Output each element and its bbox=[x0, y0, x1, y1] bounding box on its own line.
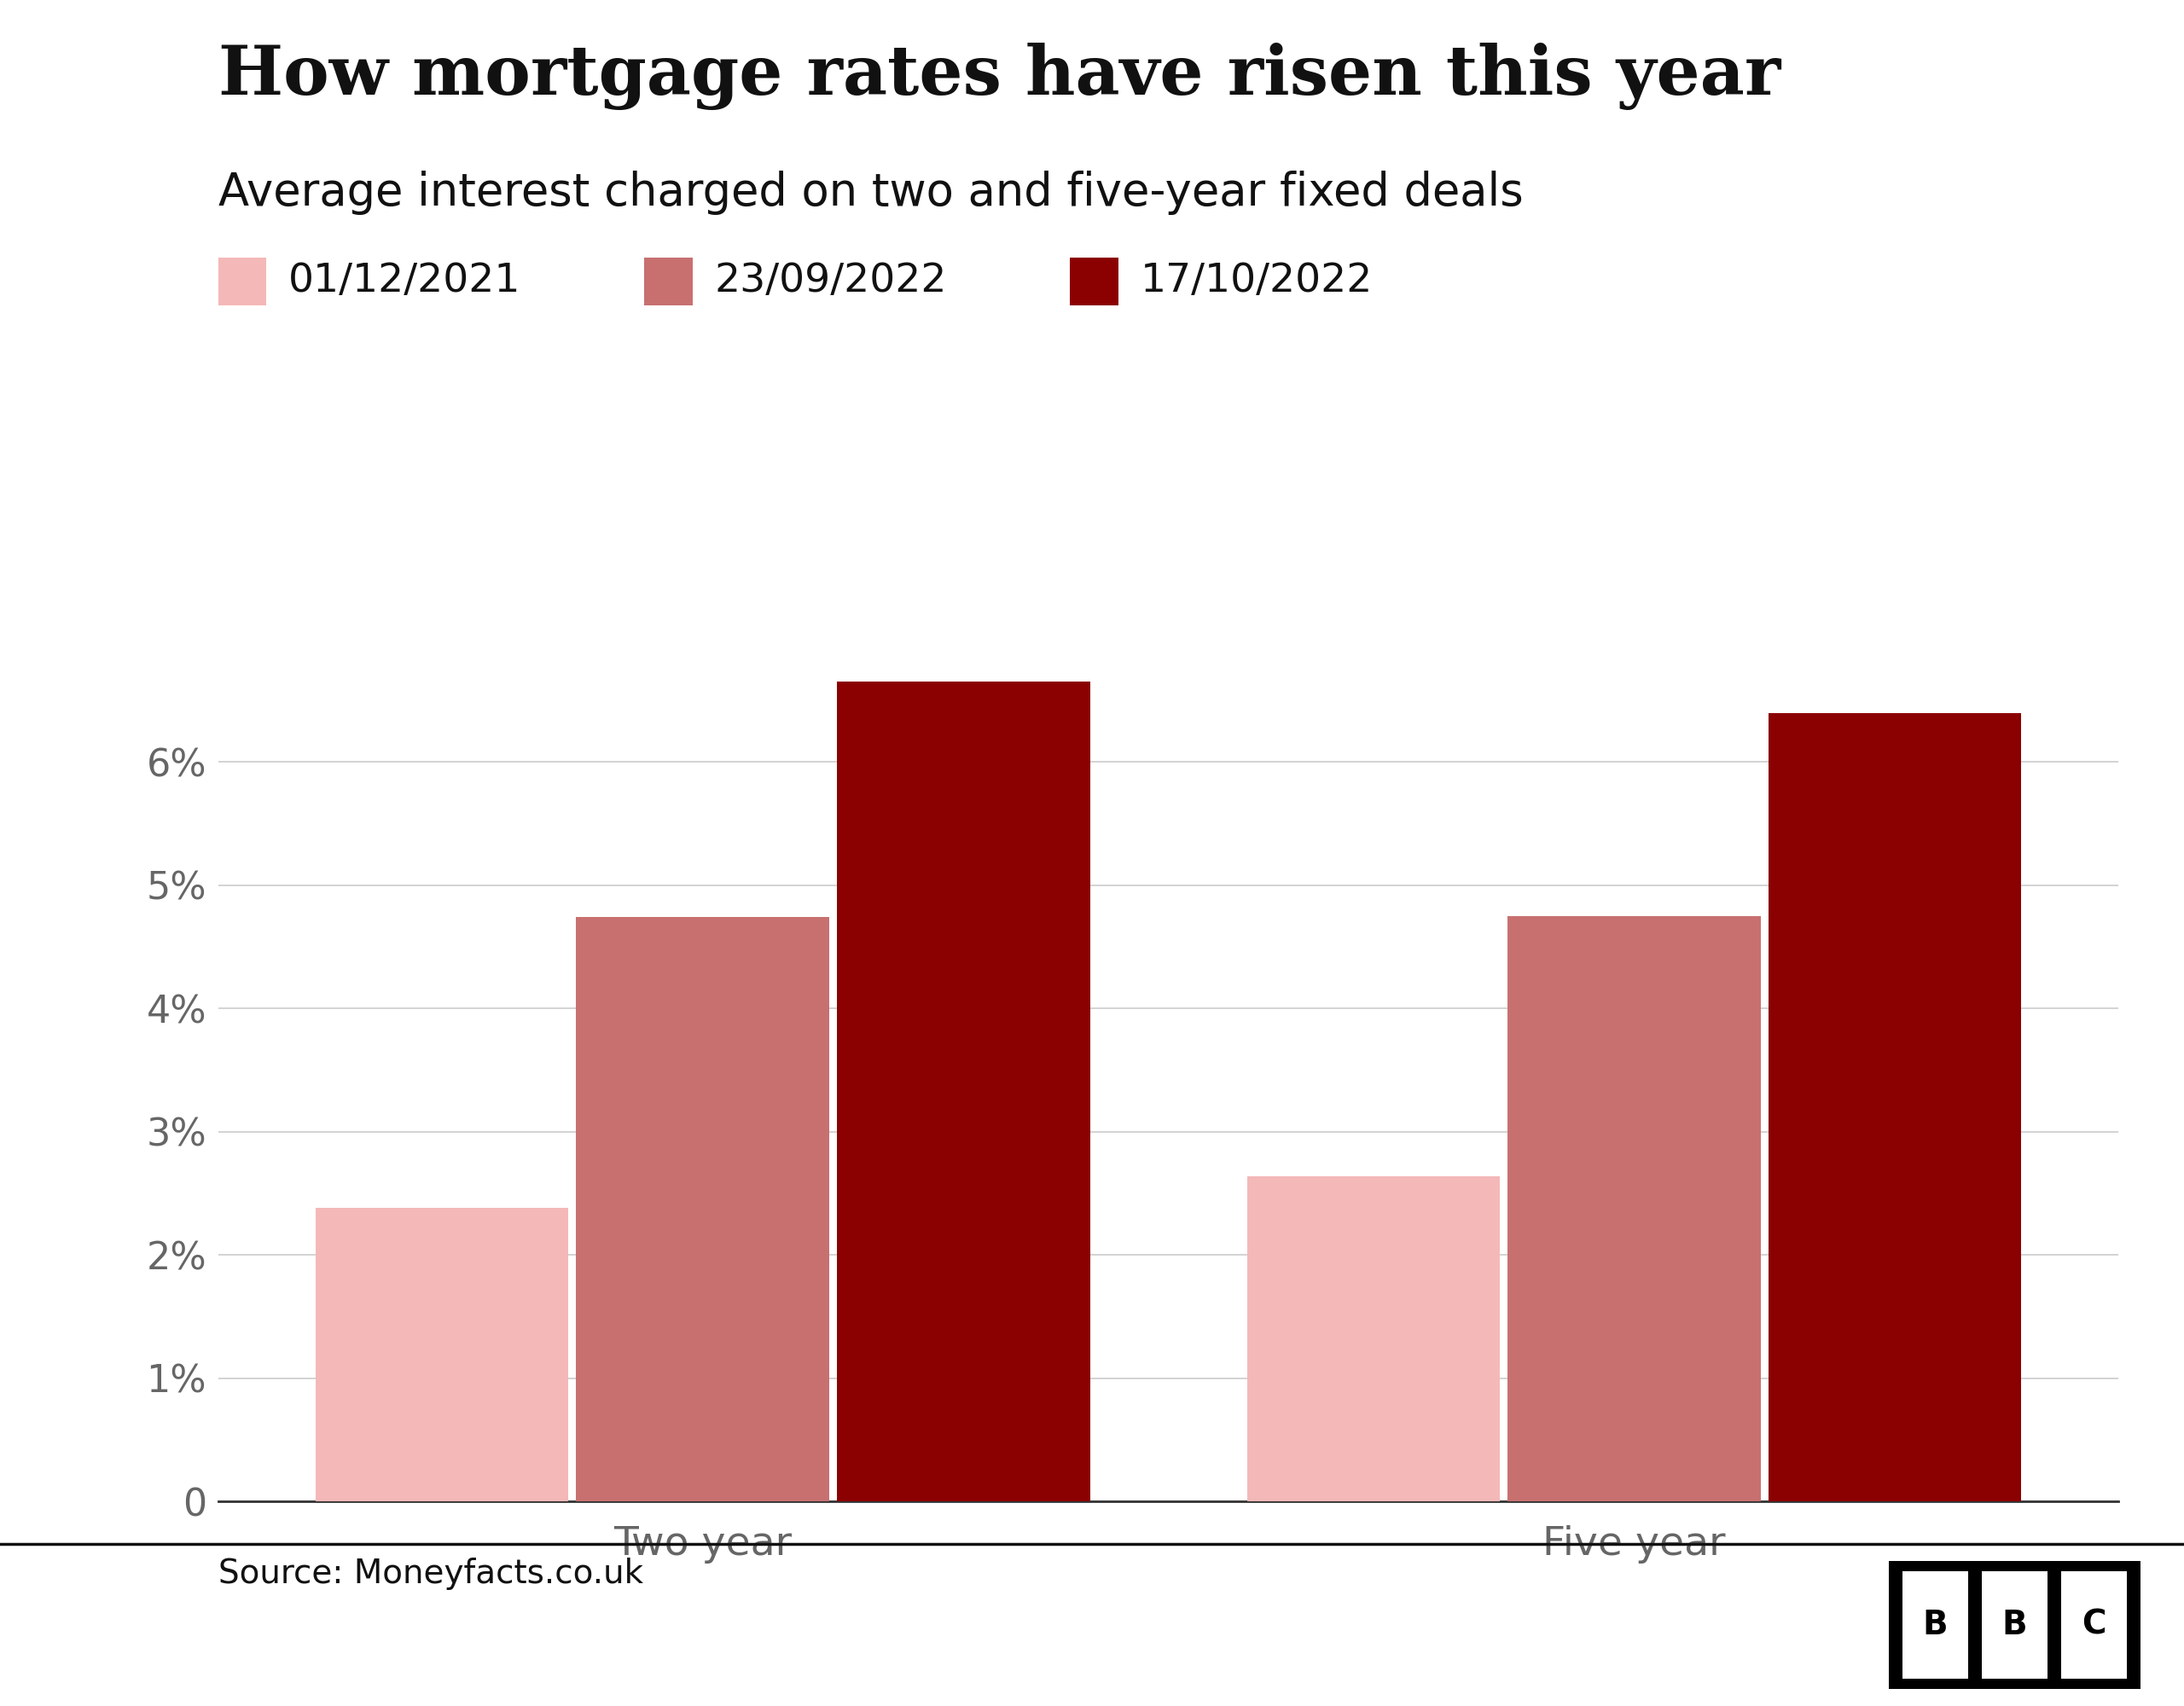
Text: 17/10/2022: 17/10/2022 bbox=[1140, 263, 1372, 300]
Bar bbox=[314, 1208, 568, 1501]
Text: B: B bbox=[2003, 1609, 2027, 1641]
Text: Average interest charged on two and five-year fixed deals: Average interest charged on two and five… bbox=[218, 171, 1524, 215]
Bar bbox=[1769, 713, 2022, 1501]
Text: Source: Moneyfacts.co.uk: Source: Moneyfacts.co.uk bbox=[218, 1558, 644, 1590]
Text: C: C bbox=[2081, 1609, 2105, 1641]
Text: B: B bbox=[1922, 1609, 1948, 1641]
Text: How mortgage rates have risen this year: How mortgage rates have risen this year bbox=[218, 43, 1780, 109]
Text: 23/09/2022: 23/09/2022 bbox=[714, 263, 946, 300]
Bar bbox=[836, 682, 1090, 1501]
Bar bbox=[1247, 1175, 1500, 1501]
Text: 01/12/2021: 01/12/2021 bbox=[288, 263, 520, 300]
Bar bbox=[577, 918, 830, 1501]
Bar bbox=[1507, 916, 1760, 1501]
